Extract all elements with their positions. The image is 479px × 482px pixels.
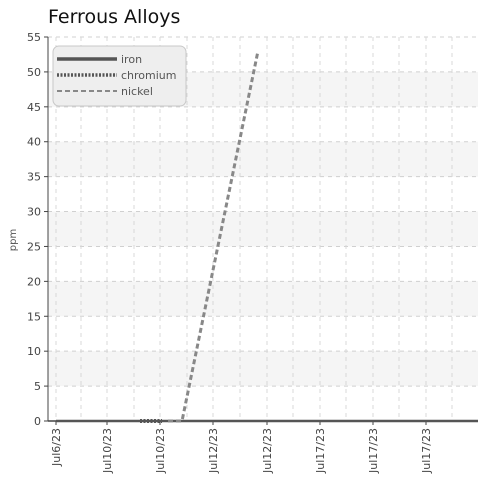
x-tick-label: Jul17/23 <box>367 428 380 474</box>
x-tick-label: Jul6/23 <box>50 428 63 467</box>
legend: iron chromium nickel <box>52 45 187 107</box>
series-lines <box>56 50 478 423</box>
y-tick-label: 45 <box>27 101 41 114</box>
legend-label-nickel: nickel <box>121 85 153 98</box>
y-tick-label: 50 <box>27 66 41 79</box>
y-tick-label: 30 <box>27 206 41 219</box>
y-tick-label: 10 <box>27 345 41 358</box>
legend-box <box>52 45 187 107</box>
y-tick-label: 35 <box>27 171 41 184</box>
grid-band <box>48 351 478 387</box>
grid-band <box>48 141 478 177</box>
y-tick-label: 20 <box>27 275 41 288</box>
legend-label-chromium: chromium <box>121 69 177 82</box>
y-tick-label: 5 <box>34 380 41 393</box>
y-tick-label: 55 <box>27 31 41 44</box>
grid-band <box>48 281 478 317</box>
x-tick-labels: Jul6/23 Jul10/23 Jul10/23 Jul12/23 Jul12/23 J… <box>50 428 433 474</box>
y-axis-label: ppm <box>8 229 19 251</box>
x-tick-label: Jul12/23 <box>207 428 220 474</box>
x-tick-label: Jul12/23 <box>261 428 274 474</box>
x-tick-label: Jul17/23 <box>420 428 433 474</box>
x-tick-label: Jul10/23 <box>154 428 167 474</box>
y-tick-label: 15 <box>27 310 41 323</box>
series-line-nickel <box>168 50 260 423</box>
x-tick-label: Jul17/23 <box>314 428 327 474</box>
chart-title: Ferrous Alloys <box>48 6 181 28</box>
x-tick-label: Jul10/23 <box>101 428 114 474</box>
legend-label-iron: iron <box>121 53 142 66</box>
y-tick-label: 0 <box>34 415 41 428</box>
background-bands <box>48 71 478 387</box>
y-tick-label: 25 <box>27 240 41 253</box>
y-tick-labels: 0 5 10 15 20 25 30 35 40 45 50 55 <box>27 31 41 428</box>
y-tick-label: 40 <box>27 136 41 149</box>
grid-band <box>48 211 478 247</box>
